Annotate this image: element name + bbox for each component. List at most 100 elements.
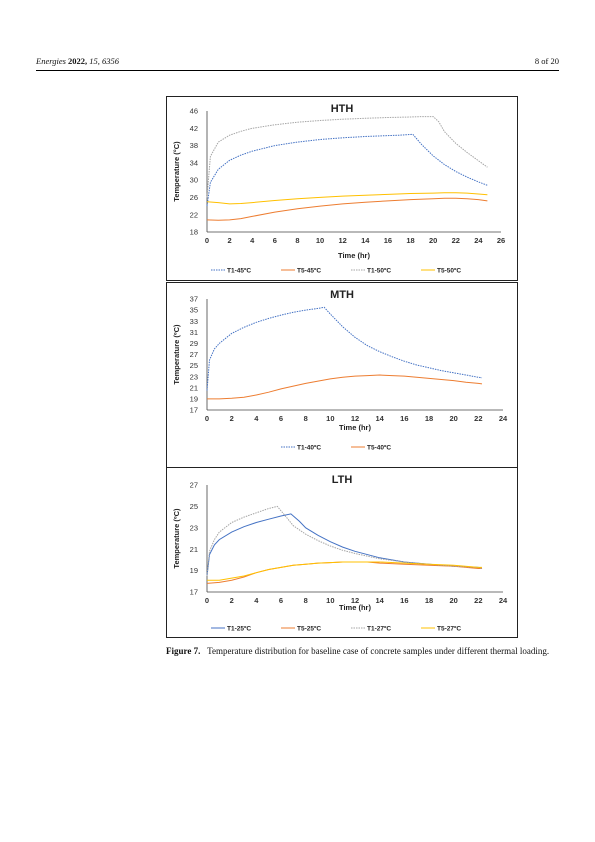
y-tick-label: 30 <box>190 176 198 185</box>
y-tick-label: 38 <box>190 141 198 150</box>
y-tick-label: 46 <box>190 107 198 116</box>
x-tick-label: 0 <box>205 236 209 245</box>
journal-name: Energies <box>36 56 66 66</box>
y-tick-label: 34 <box>190 158 198 167</box>
series-line-t5-27-c <box>207 561 482 581</box>
y-tick-label: 17 <box>190 588 198 597</box>
x-tick-label: 18 <box>425 596 433 605</box>
y-tick-label: 18 <box>190 228 198 237</box>
x-tick-label: 0 <box>205 414 209 423</box>
legend-label: T1-40ºC <box>297 445 321 452</box>
chart-title: HTH <box>331 103 354 115</box>
y-tick-label: 19 <box>190 395 198 404</box>
legend-label: T5-25ºC <box>297 626 321 633</box>
x-tick-label: 24 <box>474 236 483 245</box>
x-tick-label: 14 <box>375 414 384 423</box>
series-line-t1-25-c <box>206 513 483 577</box>
x-tick-label: 6 <box>279 414 283 423</box>
series-line-t1-40-c <box>206 306 483 391</box>
y-axis-label: Temperature (°C) <box>172 141 181 202</box>
series-line-t1-50-c <box>206 116 488 198</box>
x-tick-label: 0 <box>205 596 209 605</box>
x-axis-label: Time (hr) <box>338 251 370 260</box>
figure-label: Figure 7. <box>166 646 201 656</box>
x-tick-label: 14 <box>375 596 384 605</box>
series-line-t5-45-c <box>206 197 488 221</box>
page-number: 8 of 20 <box>534 56 559 66</box>
x-tick-label: 6 <box>273 236 277 245</box>
figure-caption-text: Temperature distribution for baseline ca… <box>207 646 550 656</box>
y-tick-label: 27 <box>190 350 198 359</box>
y-tick-label: 26 <box>190 193 198 202</box>
x-tick-label: 4 <box>254 596 259 605</box>
x-tick-label: 18 <box>406 236 414 245</box>
chart-title: LTH <box>332 474 353 486</box>
legend-label: T5-27ºC <box>437 626 461 633</box>
running-head: Energies 2022, 15, 6356 <box>36 56 119 66</box>
y-tick-label: 27 <box>190 481 198 490</box>
x-tick-label: 22 <box>474 596 482 605</box>
legend-label: T1-50ºC <box>367 268 391 275</box>
x-tick-label: 20 <box>429 236 437 245</box>
x-tick-label: 26 <box>497 236 505 245</box>
y-tick-label: 29 <box>190 339 198 348</box>
x-tick-label: 20 <box>449 596 457 605</box>
y-axis-label: Temperature (ºC) <box>172 324 181 385</box>
x-tick-label: 2 <box>228 236 232 245</box>
x-tick-label: 2 <box>230 414 234 423</box>
y-tick-label: 23 <box>190 372 198 381</box>
legend-label: T5-45ºC <box>297 268 321 275</box>
y-tick-label: 21 <box>190 383 198 392</box>
x-tick-label: 4 <box>250 236 255 245</box>
x-tick-label: 16 <box>400 596 408 605</box>
x-tick-label: 12 <box>339 236 347 245</box>
x-tick-label: 24 <box>499 414 508 423</box>
x-tick-label: 22 <box>474 414 482 423</box>
x-tick-label: 4 <box>254 414 259 423</box>
legend-label: T1-25ºC <box>227 626 251 633</box>
series-line-t1-27-c <box>206 505 483 577</box>
legend-label: T5-50ºC <box>437 268 461 275</box>
y-tick-label: 21 <box>190 545 198 554</box>
legend-label: T1-45ºC <box>227 268 251 275</box>
chart-panel-hth: HTH 18 22 26 30 34 38 42 46 0 2 4 6 8 10 12 14 16 18 20 22 24… <box>166 96 518 281</box>
y-tick-label: 17 <box>190 406 198 415</box>
figure-caption: Figure 7. Temperature distribution for b… <box>166 645 559 657</box>
x-axis-label: Time (hr) <box>339 423 371 432</box>
series-line-t5-50-c <box>206 192 488 205</box>
x-tick-label: 24 <box>499 596 508 605</box>
y-tick-label: 35 <box>190 306 198 315</box>
series-line-t1-45-c <box>206 133 488 207</box>
x-tick-label: 10 <box>326 414 334 423</box>
legend-label: T5-40ºC <box>367 445 391 452</box>
journal-volume: 15, 6356 <box>89 56 120 66</box>
y-tick-label: 31 <box>190 328 198 337</box>
chart-panel-lth: LTH 17 19 21 23 25 27 0 2 4 6 8 10 12 14 16 18 20 22 24 Time… <box>166 467 518 638</box>
series-line-t5-40-c <box>207 374 483 400</box>
y-tick-label: 19 <box>190 566 198 575</box>
y-tick-label: 23 <box>190 523 198 532</box>
x-tick-label: 22 <box>452 236 460 245</box>
x-tick-label: 10 <box>316 236 324 245</box>
chart-panel-mth: MTH 17 19 21 23 25 27 29 31 33 35 37 0 2 4 6 8 10 12 14 16 18… <box>166 282 518 468</box>
journal-year: 2022, <box>68 56 88 66</box>
chart-title: MTH <box>330 289 354 301</box>
x-tick-label: 2 <box>230 596 234 605</box>
x-tick-label: 18 <box>425 414 433 423</box>
legend-label: T1-27ºC <box>367 626 391 633</box>
x-tick-label: 8 <box>304 414 308 423</box>
x-tick-label: 10 <box>326 596 334 605</box>
y-tick-label: 37 <box>190 295 198 304</box>
x-tick-label: 16 <box>400 414 408 423</box>
x-tick-label: 16 <box>384 236 392 245</box>
x-tick-label: 14 <box>361 236 370 245</box>
y-tick-label: 22 <box>190 210 198 219</box>
x-tick-label: 12 <box>351 596 359 605</box>
y-axis-label: Temperature (ºC) <box>172 508 181 569</box>
x-axis-label: Time (hr) <box>339 603 371 612</box>
x-tick-label: 20 <box>449 414 457 423</box>
y-tick-label: 42 <box>190 124 198 133</box>
